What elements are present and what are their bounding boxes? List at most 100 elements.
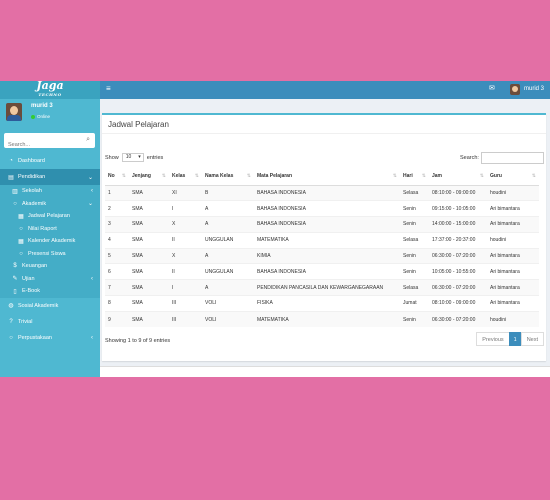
sidebar-item-keuangan[interactable]: $ Keuangan	[13, 263, 48, 270]
table-cell: KIMIA	[254, 247, 400, 264]
table-cell: I	[169, 200, 202, 217]
table-cell: Ari bimantara	[487, 216, 539, 233]
previous-button[interactable]: Previous	[476, 332, 510, 346]
menu-toggle-icon[interactable]: ≡	[106, 84, 111, 93]
building-icon: ▥	[12, 188, 18, 195]
dollar-icon: $	[13, 263, 17, 270]
sidebar-search-input[interactable]	[4, 137, 74, 153]
table-cell: 06:30:00 - 07:20:00	[429, 279, 487, 296]
footer	[100, 366, 550, 377]
table-cell: Senin	[400, 216, 429, 233]
table-row: 3 SMA X A BAHASA INDONESIA Senin 14:00:00 - 15…	[105, 216, 539, 233]
circle-icon: ○	[13, 200, 17, 207]
sort-icon[interactable]: ⇅	[121, 173, 126, 180]
table-cell: XI	[169, 184, 202, 201]
next-button[interactable]: Next	[520, 332, 544, 346]
table-cell: Selasa	[400, 184, 429, 201]
user-status-text: Online	[37, 114, 51, 119]
table-cell: X	[169, 216, 202, 233]
sidebar-search: ⌕	[4, 133, 95, 153]
circle-icon: ○	[9, 334, 13, 341]
table-cell: SMA	[129, 295, 169, 312]
table-cell: Ari bimantara	[487, 279, 539, 296]
avatar	[6, 103, 22, 121]
column-header[interactable]: Hari ⇅	[400, 168, 429, 186]
table-row: 7 SMA I A PENDIDIKAN PANCASILA DAN KEWARGANE…	[105, 279, 539, 296]
navbar-avatar[interactable]	[510, 84, 520, 95]
user-status: Online	[31, 114, 50, 119]
sidebar-item-perpustakaan[interactable]: ○ Perpustakaan ‹	[9, 334, 93, 341]
user-name: murid 3	[31, 103, 53, 109]
table-cell: Senin	[400, 247, 429, 264]
table-cell: A	[202, 279, 254, 296]
column-header[interactable]: No ⇅	[105, 168, 129, 186]
sidebar-item-kalender[interactable]: ▦ Kalender Akademik	[18, 238, 76, 245]
column-header[interactable]: Mata Pelajaran ⇅	[254, 168, 400, 186]
table-cell: PENDIDIKAN PANCASILA DAN KEWARGANEGARAAN	[254, 279, 400, 296]
dashboard-icon: ◔	[9, 158, 13, 164]
table-cell: 3	[105, 216, 129, 233]
table-filter: Search:	[460, 152, 544, 164]
table-row: 2 SMA I A BAHASA INDONESIA Senin 09:15:00 - 10…	[105, 200, 539, 217]
sidebar-item-sosial[interactable]: ◍ Sosial Akademik	[8, 302, 59, 310]
table-cell: Selasa	[400, 231, 429, 249]
navbar-username[interactable]: murid 3	[524, 86, 545, 92]
sort-icon[interactable]: ⇅	[161, 173, 166, 180]
entries-select[interactable]: 10	[121, 153, 144, 162]
table-cell: Senin	[400, 310, 429, 328]
column-header[interactable]: Jenjang ⇅	[129, 168, 169, 186]
table-cell: SMA	[129, 263, 169, 280]
table-cell: 08:10:00 - 09:00:00	[429, 184, 487, 201]
table-cell: X	[169, 247, 202, 264]
sidebar-item-sekolah[interactable]: ▥ Sekolah ‹	[12, 188, 93, 195]
table-row: 1 SMA XI B BAHASA INDONESIA Selasa 08:10:00 - …	[105, 184, 539, 201]
entries-length-control: Show 10 entries	[105, 153, 163, 162]
divider	[102, 133, 546, 134]
table-cell: SMA	[129, 231, 169, 249]
sidebar-item-nilai[interactable]: ○ Nilai Raport	[19, 225, 57, 232]
sort-icon[interactable]: ⇅	[246, 173, 251, 180]
table-row: 5 SMA X A KIMIA Senin 06:30:00 - 07:20:00 Ari b…	[105, 247, 539, 264]
table-cell: Ari bimantara	[487, 263, 539, 280]
table-cell: SMA	[129, 184, 169, 201]
table-cell: VOLI	[202, 295, 254, 312]
mail-icon[interactable]: ✉	[489, 85, 495, 92]
calendar-icon: ▦	[18, 213, 24, 220]
column-header[interactable]: Kelas ⇅	[169, 168, 202, 186]
sort-icon[interactable]: ⇅	[392, 173, 397, 180]
table-cell: 4	[105, 231, 129, 249]
table-cell: 10:05:00 - 10:55:00	[429, 263, 487, 280]
logo[interactable]: Jaga TECHNO	[0, 81, 100, 99]
sidebar-item-trivial[interactable]: ? Trivial	[9, 318, 33, 325]
table-cell: UNGGULAN	[202, 263, 254, 280]
schedule-box: Jadwal Pelajaran Show 10 entries Search:…	[102, 113, 546, 361]
sort-icon[interactable]: ⇅	[479, 173, 484, 180]
table-cell: 9	[105, 310, 129, 328]
sidebar-item-jadwal[interactable]: ▦ Jadwal Pelajaran	[18, 213, 70, 220]
sidebar-item-presensi[interactable]: ○ Presensi Siswa	[19, 250, 66, 257]
table-cell: 6	[105, 263, 129, 280]
table-cell: II	[169, 231, 202, 249]
column-header[interactable]: Guru ⇅	[487, 168, 539, 186]
chevron-left-icon: ‹	[91, 275, 93, 282]
table-cell: II	[169, 263, 202, 280]
sidebar-item-akademik[interactable]: ○ Akademik ⌄	[13, 200, 93, 208]
column-header[interactable]: Nama Kelas ⇅	[202, 168, 254, 186]
table-row: 9 SMA III VOLI MATEMATIKA Senin 06:30:00 - 07:…	[105, 310, 539, 328]
sort-icon[interactable]: ⇅	[194, 173, 199, 180]
sidebar-item-pendidikan[interactable]: ▤ Pendidikan ⌄	[0, 169, 100, 185]
table-cell: houdini	[487, 310, 539, 328]
sort-icon[interactable]: ⇅	[421, 173, 426, 180]
sidebar-item-ujian[interactable]: ✎ Ujian ‹	[12, 275, 93, 283]
sidebar-item-ebook[interactable]: ▯ E-Book	[13, 288, 41, 295]
search-icon[interactable]: ⌕	[86, 136, 90, 143]
sidebar-menu: ◔ Dashboard ▤ Pendidikan ⌄ ▥ Sekolah ‹ ○ Akade…	[0, 153, 100, 346]
sidebar-item-dashboard[interactable]: ◔ Dashboard	[9, 158, 45, 164]
table-cell: 1	[105, 184, 129, 201]
sort-icon[interactable]: ⇅	[531, 173, 536, 180]
table-search-input[interactable]	[480, 152, 544, 164]
table-cell: 5	[105, 247, 129, 264]
column-header[interactable]: Jam ⇅	[429, 168, 487, 186]
